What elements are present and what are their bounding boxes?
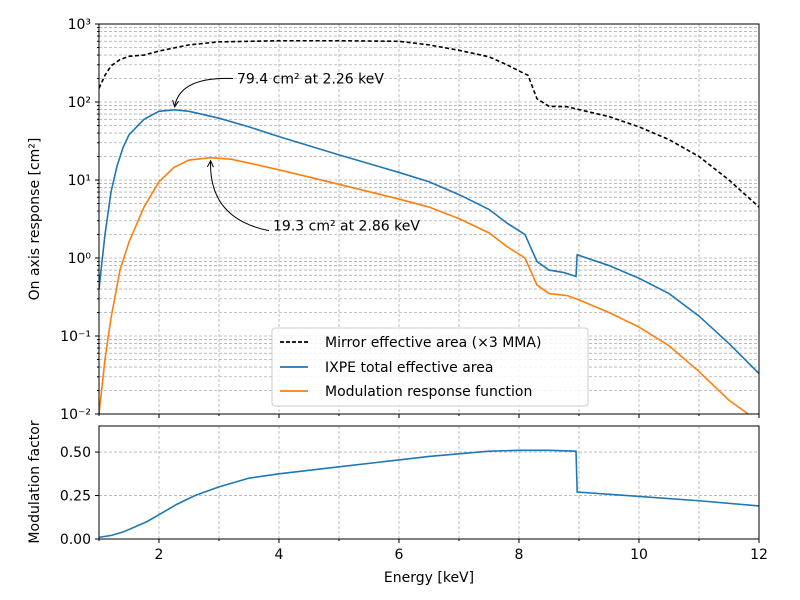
- bottom-axis-ticks: 0.00 0.25 0.50 2 4 6 8 10 12: [60, 445, 768, 563]
- top-annotations: 79.4 cm² at 2.26 keV 19.3 cm² at 2.86 ke…: [172, 72, 420, 235]
- top-axis-ticks: 10⁻² 10⁻¹ 10⁰ 10¹ 10² 10³: [60, 17, 760, 423]
- bottom-y-tick-label: 0.50: [60, 445, 91, 461]
- series-line-mirror-effective-area: [99, 39, 759, 208]
- series-line-modulation-response: [99, 156, 750, 414]
- top-y-tick-label: 10¹: [68, 173, 91, 189]
- x-tick-label: 10: [630, 547, 648, 563]
- x-axis-label: Energy [keV]: [384, 570, 474, 586]
- annotation-arrow-peak-effective-area: [174, 77, 234, 107]
- top-y-tick-label: 10⁻²: [60, 407, 91, 423]
- annotation-arrow-peak-modulation-response: [210, 160, 270, 232]
- top-y-axis-label: On axis response [cm²]: [27, 138, 43, 301]
- annotation-peak-effective-area: 79.4 cm² at 2.26 keV: [237, 72, 384, 88]
- top-y-tick-label: 10³: [68, 17, 91, 33]
- bottom-axes-frame: [98, 425, 760, 540]
- bottom-y-tick-label: 0.00: [60, 532, 91, 548]
- bottom-y-axis-label: Modulation factor: [27, 420, 43, 543]
- legend: Mirror effective area (×3 MMA) IXPE tota…: [271, 327, 589, 407]
- x-tick-label: 8: [515, 547, 524, 563]
- top-y-tick-label: 10⁰: [68, 251, 92, 267]
- x-tick-label: 4: [275, 547, 284, 563]
- legend-label-mirror: Mirror effective area (×3 MMA): [325, 335, 541, 351]
- top-y-tick-label: 10²: [68, 95, 91, 111]
- top-axes-frame: [98, 23, 760, 415]
- bottom-y-tick-label: 0.25: [60, 489, 91, 505]
- series-line-modulation-factor: [99, 449, 759, 539]
- legend-label-modulation: Modulation response function: [325, 384, 532, 400]
- series-line-ixpe-total-effective-area: [99, 109, 759, 375]
- legend-box: [271, 327, 589, 407]
- annotation-arrowhead-peak-modulation-response: [206, 159, 214, 168]
- bottom-panel-modulation-factor: 0.00 0.25 0.50 2 4 6 8 10 12 Modulation factor E…: [27, 420, 768, 586]
- bottom-series-lines: [99, 449, 759, 539]
- x-tick-label: 6: [395, 547, 404, 563]
- top-y-tick-label: 10⁻¹: [60, 329, 91, 345]
- x-tick-label: 2: [155, 547, 164, 563]
- top-panel-response: 79.4 cm² at 2.26 keV 19.3 cm² at 2.86 ke…: [27, 17, 760, 423]
- legend-label-ixpe: IXPE total effective area: [325, 360, 493, 376]
- x-tick-label: 12: [750, 547, 768, 563]
- annotation-peak-modulation-response: 19.3 cm² at 2.86 keV: [273, 219, 420, 235]
- top-series-lines: [99, 39, 759, 414]
- annotation-arrowhead-peak-effective-area: [172, 99, 180, 108]
